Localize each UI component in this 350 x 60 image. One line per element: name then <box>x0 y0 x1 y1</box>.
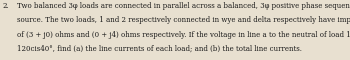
Text: Two balanced 3φ loads are connected in parallel across a balanced, 3φ positive p: Two balanced 3φ loads are connected in p… <box>17 2 350 10</box>
Text: source. The two loads, 1 and 2 respectively connected in wye and delta respectiv: source. The two loads, 1 and 2 respectiv… <box>17 16 350 24</box>
Text: of (3 + j0) ohms and (0 + j4) ohms respectively. If the voltage in line a to the: of (3 + j0) ohms and (0 + j4) ohms respe… <box>17 31 350 39</box>
Text: 2.: 2. <box>3 2 9 10</box>
Text: 120cis40°, find (a) the line currents of each load; and (b) the total line curre: 120cis40°, find (a) the line currents of… <box>17 45 302 53</box>
